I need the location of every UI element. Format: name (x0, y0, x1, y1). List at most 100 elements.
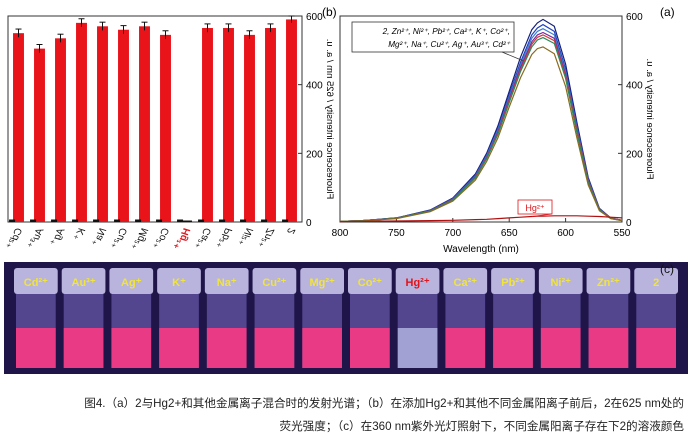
vial-cap-8 (395, 268, 440, 294)
vial-13: 2 (634, 268, 678, 368)
vial-cap-7 (348, 268, 392, 294)
bar-7 (160, 34, 171, 223)
vial-liquid-6 (302, 328, 342, 368)
bar-blank-2 (51, 219, 58, 222)
vial-liquid-0 (16, 328, 56, 368)
vials-photo: Cd²⁺ Au³⁺ Ag⁺ K⁺ Na⁺ Cu²⁺ Mg²⁺ Co²⁺ Hg²⁺ Ca²⁺ Pb²⁺… (4, 262, 688, 374)
vial-1: Au³⁺ (61, 268, 106, 368)
panel-label-c: (c) (660, 262, 674, 276)
bar-category-label-11: Ni²⁺ (238, 226, 257, 248)
vial-label-1: Au³⁺ (72, 277, 96, 289)
bar-11 (244, 34, 255, 223)
bar-4 (97, 26, 108, 222)
vial-liquid-12 (588, 328, 629, 368)
vial-liquid-4 (206, 328, 247, 368)
spectrum-line-6 (339, 46, 623, 222)
bar-1 (34, 48, 45, 222)
bar-2 (55, 38, 66, 222)
vial-label-10: Pb²⁺ (501, 277, 525, 289)
vial-4: Na⁺ (204, 268, 249, 368)
bar-9 (202, 28, 213, 223)
bar-category-label-3: K⁺ (72, 226, 88, 242)
bar-blank-9 (198, 219, 205, 222)
vial-cap-4 (204, 268, 249, 294)
bar-8 (181, 220, 192, 222)
vial-label-3: K⁺ (172, 277, 186, 289)
vial-label-5: Cu²⁺ (262, 277, 286, 289)
bar-category-label-13: 2 (286, 225, 299, 236)
bar-category-label-7: Co²⁺ (152, 226, 172, 251)
line-ylabel: Fluorescence intensity / a. u. (644, 59, 655, 180)
bar-category-label-0: Cd²⁺ (5, 226, 25, 251)
bar-blank-4 (93, 219, 100, 222)
bar-blank-11 (240, 219, 247, 222)
line-xtick-label-4: 750 (388, 228, 405, 239)
line-ytick-label-1: 200 (626, 149, 643, 160)
vial-liquid-1 (63, 328, 104, 368)
bar-category-label-2: Ag⁺ (49, 225, 68, 247)
vial-0: Cd²⁺ (14, 268, 58, 368)
line-ytick-label-0: 0 (626, 218, 632, 229)
bar-10 (223, 28, 234, 223)
vial-label-8: Hg²⁺ (406, 277, 430, 289)
line-ytick-label-2: 400 (626, 81, 643, 92)
panel-label-b: (b) (322, 5, 337, 19)
vial-9: Ca²⁺ (443, 268, 488, 368)
vial-label-4: Na⁺ (217, 277, 237, 289)
line-xtick-label-3: 700 (444, 228, 461, 239)
bar-blank-1 (30, 219, 37, 222)
vial-5: Cu²⁺ (252, 268, 297, 368)
charts-area: 0 200 400 600 Fluorescence intensity / 625 n… (5, 5, 675, 255)
vial-liquid-5 (254, 328, 295, 368)
vial-11: Ni²⁺ (538, 268, 583, 368)
bar-category-label-6: Mg²⁺ (131, 226, 152, 252)
bar-category-label-9: Ca²⁺ (194, 226, 214, 251)
vial-liquid-2 (111, 328, 152, 368)
panel-label-a: (a) (660, 5, 675, 19)
spectrum-line-4 (339, 34, 623, 222)
vial-label-11: Ni²⁺ (550, 277, 571, 289)
vial-3: K⁺ (157, 268, 201, 368)
vial-12: Zn²⁺ (586, 268, 631, 368)
bar-plot-frame (7, 15, 303, 223)
vial-liquid-10 (493, 328, 533, 368)
bar-blank-6 (135, 219, 142, 222)
vial-2: Ag⁺ (109, 268, 154, 368)
bar-category-label-4: Na⁺ (91, 226, 110, 248)
bar-blank-0 (9, 219, 16, 222)
vial-cap-5 (252, 268, 297, 294)
vial-label-0: Cd²⁺ (24, 277, 48, 289)
spectrum-line-1 (339, 23, 623, 222)
bar-blank-8 (177, 219, 184, 222)
hg-label-box (517, 199, 553, 215)
vial-liquid-3 (159, 328, 199, 368)
vial-8: Hg²⁺ (395, 268, 440, 368)
vial-label-9: Ca²⁺ (454, 277, 478, 289)
vial-label-2: Ag⁺ (121, 277, 142, 289)
vial-6: Mg²⁺ (300, 268, 344, 368)
vial-cap-3 (157, 268, 201, 294)
spectrum-line-3 (339, 31, 623, 222)
bar-chart: 0 200 400 600 Fluorescence intensity / 625 n… (5, 12, 335, 252)
vial-label-13: 2 (653, 277, 659, 289)
bar-category-label-8: Hg²⁺ (172, 226, 193, 252)
line-xlabel: Wavelength (nm) (443, 244, 519, 255)
vial-label-6: Mg²⁺ (309, 277, 335, 289)
bar-6 (139, 26, 150, 222)
vial-cap-9 (443, 268, 488, 294)
vial-10: Pb²⁺ (491, 268, 535, 368)
line-chart: 550 600 650 700 750 800 Wavelength (nm) 0 200 400… (332, 12, 655, 255)
vial-liquid-7 (350, 328, 390, 368)
bar-blank-13 (282, 219, 289, 222)
vial-liquid-11 (540, 328, 581, 368)
bar-0 (13, 33, 24, 222)
vial-cap-2 (109, 268, 154, 294)
bar-category-label-1: Au³⁺ (26, 225, 46, 250)
vial-cap-13 (634, 268, 678, 294)
vial-7: Co²⁺ (348, 268, 392, 368)
line-xtick-label-5: 800 (332, 228, 349, 239)
vial-liquid-13 (636, 328, 676, 368)
line-xtick-label-0: 550 (614, 228, 631, 239)
figure-caption: 图4.（a）2与Hg2+和其他金属离子混合时的发射光谱；（b）在添加Hg2+和其… (8, 392, 684, 438)
bar-category-label-10: Pb²⁺ (215, 226, 235, 250)
